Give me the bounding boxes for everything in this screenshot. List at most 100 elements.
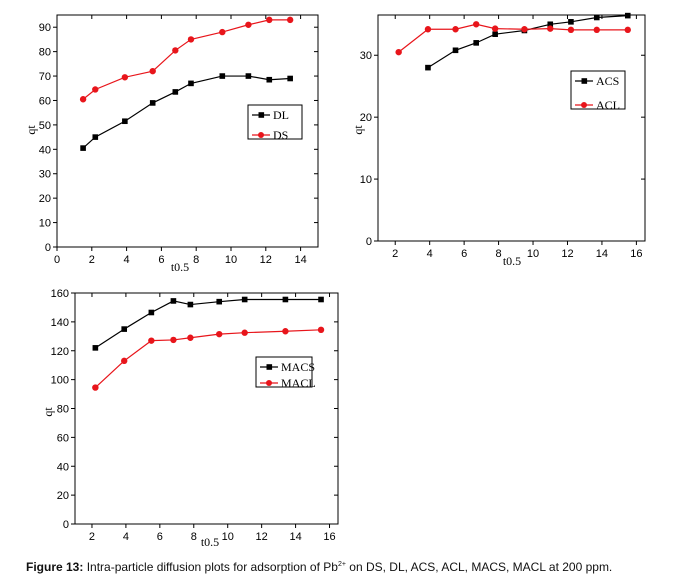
data-point (472, 21, 480, 28)
data-point (121, 74, 129, 81)
y-tick-label: 80 (39, 47, 51, 59)
data-point (282, 296, 289, 303)
legend-box (247, 104, 303, 140)
plot-frame (56, 14, 319, 248)
caption-label: Figure 13: (26, 560, 84, 574)
series-line-acl (398, 23, 628, 53)
data-point (172, 89, 179, 95)
y-axis-title: qt (41, 407, 55, 417)
data-point (624, 12, 631, 19)
legend-marker (266, 380, 272, 386)
data-point (282, 328, 289, 335)
data-point (187, 36, 195, 43)
y-tick-label: 40 (39, 144, 51, 156)
y-tick-label: 0 (63, 519, 69, 531)
data-point (521, 26, 528, 33)
x-tick-label: 10 (225, 254, 237, 266)
caption-text-end: on DS, DL, ACS, ACL, MACS, MACL at 200 p… (345, 560, 613, 574)
data-point (395, 48, 402, 56)
data-point (624, 26, 631, 34)
data-point (80, 145, 86, 151)
y-tick-label: 10 (39, 218, 51, 230)
series-line-dl (82, 75, 291, 149)
y-tick-label: 30 (360, 50, 372, 62)
x-tick-label: 4 (427, 248, 433, 260)
data-point (79, 96, 87, 103)
x-tick-label: 12 (260, 254, 272, 266)
y-tick-label: 160 (51, 288, 69, 300)
data-point (424, 26, 432, 33)
x-tick-label: 16 (323, 531, 335, 543)
legend-box (570, 70, 626, 110)
data-point (245, 21, 252, 28)
legend-label: MACS (281, 360, 315, 374)
legend-label: MACL (281, 376, 316, 390)
data-point (219, 28, 226, 36)
data-point (473, 40, 479, 46)
x-tick-label: 8 (191, 531, 197, 543)
series-dl (80, 73, 293, 151)
x-tick-label: 6 (461, 248, 467, 260)
y-axis-title: qt (351, 125, 365, 135)
x-tick-label: 10 (527, 248, 539, 260)
y-tick-label: 30 (39, 169, 51, 181)
series-macs (92, 296, 324, 351)
data-point (452, 47, 459, 54)
chart-panel-1: 0 2 4 6 8 10 12 14 0 10 20 30 40 50 60 70 80 90 t0.5 qt DL DS (24, 14, 319, 274)
x-tick-label: 4 (124, 254, 130, 266)
y-axis-title: qt (24, 125, 38, 135)
legend-marker (581, 78, 588, 84)
data-point (317, 326, 325, 334)
series-line-macs (95, 298, 322, 349)
y-tick-label: 90 (39, 22, 51, 34)
x-tick-label: 8 (193, 254, 199, 266)
series-line-ds (82, 19, 291, 100)
data-point (492, 31, 498, 37)
y-tick-label: 60 (39, 95, 51, 107)
plot-frame (377, 14, 646, 242)
data-point (187, 301, 194, 308)
x-tick-label: 0 (54, 254, 60, 266)
x-tick-label: 2 (89, 531, 95, 543)
data-point (170, 298, 177, 304)
data-point (241, 296, 248, 303)
data-point (187, 334, 194, 341)
legend-label: DL (273, 108, 289, 122)
y-tick-label: 140 (51, 317, 69, 329)
y-tick-label: 100 (51, 375, 69, 387)
y-tick-label: 20 (57, 490, 69, 502)
legend-marker (266, 364, 273, 370)
series-acl (395, 21, 631, 56)
data-point (172, 47, 179, 54)
data-point (568, 19, 574, 25)
y-tick-label: 20 (39, 193, 51, 205)
x-tick-label: 8 (496, 248, 502, 260)
series-line-acs (427, 15, 628, 69)
x-tick-label: 6 (157, 531, 163, 543)
data-point (121, 357, 128, 365)
y-tick-label: 50 (39, 120, 51, 132)
y-tick-label: 0 (45, 242, 51, 254)
data-point (122, 118, 128, 125)
data-point (547, 21, 554, 28)
data-point (188, 80, 194, 87)
x-axis-title: t0.5 (171, 260, 189, 274)
data-point (287, 75, 293, 82)
data-point (286, 16, 294, 24)
data-point (491, 25, 499, 32)
legend: DL DS (247, 104, 303, 142)
y-tick-label: 40 (57, 461, 69, 473)
data-point (425, 64, 431, 71)
series-acs (425, 12, 631, 71)
x-tick-label: 2 (392, 248, 398, 260)
legend-label: ACL (596, 98, 620, 112)
y-tick-label: 20 (360, 112, 372, 124)
data-point (92, 384, 99, 391)
caption-superscript: 2+ (337, 561, 346, 568)
x-tick-label: 12 (561, 248, 573, 260)
figure-caption: Figure 13: Intra-particle diffusion plot… (26, 560, 686, 574)
x-tick-label: 4 (123, 531, 129, 543)
data-point (245, 73, 252, 79)
x-tick-label: 14 (289, 531, 301, 543)
